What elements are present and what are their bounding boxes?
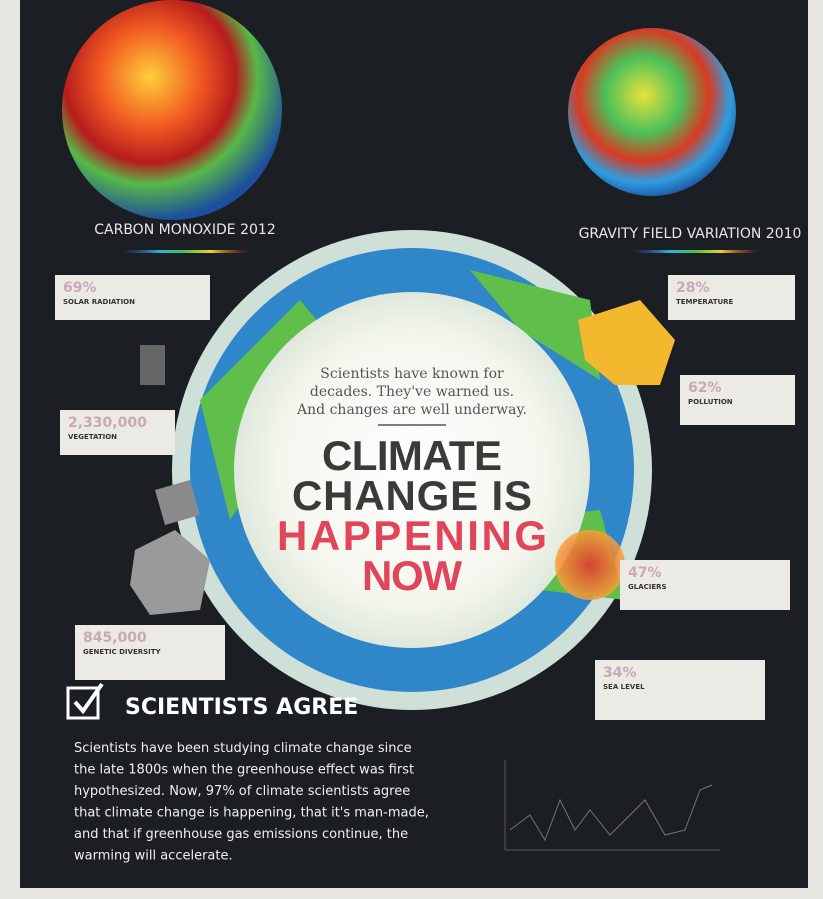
headline-line: NOW bbox=[362, 552, 462, 599]
intro-line: decades. They've warned us. bbox=[310, 384, 514, 400]
stat-value: 47% bbox=[628, 565, 662, 581]
globe-label: GRAVITY FIELD VARIATION 2010 bbox=[579, 226, 802, 242]
stat-value: 62% bbox=[688, 380, 722, 396]
agree-title: SCIENTISTS AGREE bbox=[125, 695, 358, 720]
stat-label: VEGETATION bbox=[68, 433, 117, 441]
intro-line: And changes are well underway. bbox=[296, 402, 527, 418]
agree-line: and that if greenhouse gas emissions con… bbox=[74, 827, 408, 842]
stat-value: 34% bbox=[603, 665, 637, 681]
stat-label: SEA LEVEL bbox=[603, 683, 645, 691]
globe-gravity bbox=[568, 28, 736, 196]
stat-value: 69% bbox=[63, 280, 97, 296]
intro-line: Scientists have known for bbox=[320, 366, 504, 382]
globe-carbon bbox=[62, 0, 282, 220]
spectrum bbox=[120, 250, 250, 253]
agree-line: warming will accelerate. bbox=[74, 849, 233, 864]
stat-value: 28% bbox=[676, 280, 710, 296]
page: CARBON MONOXIDE 2012 GRAVITY FIELD VARIA… bbox=[0, 0, 823, 899]
stat-value: 845,000 bbox=[83, 630, 147, 646]
agree-line: hypothesized. Now, 97% of climate scient… bbox=[74, 784, 410, 799]
stat-label: SOLAR RADIATION bbox=[63, 298, 135, 306]
factory bbox=[140, 345, 165, 385]
poster-photo: CARBON MONOXIDE 2012 GRAVITY FIELD VARIA… bbox=[0, 0, 823, 899]
stat-label: GLACIERS bbox=[628, 583, 667, 591]
stat-label: GENETIC DIVERSITY bbox=[83, 648, 162, 656]
hotspot bbox=[555, 530, 625, 600]
stat-value: 2,330,000 bbox=[68, 415, 147, 431]
agree-line: that climate change is happening, that i… bbox=[74, 806, 429, 821]
globe-label: CARBON MONOXIDE 2012 bbox=[94, 222, 276, 238]
stat-label: TEMPERATURE bbox=[676, 298, 734, 306]
agree-line: Scientists have been studying climate ch… bbox=[74, 741, 412, 756]
spectrum bbox=[630, 250, 760, 253]
agree-line: the late 1800s when the greenhouse effec… bbox=[74, 763, 414, 778]
stat-label: POLLUTION bbox=[688, 398, 733, 406]
